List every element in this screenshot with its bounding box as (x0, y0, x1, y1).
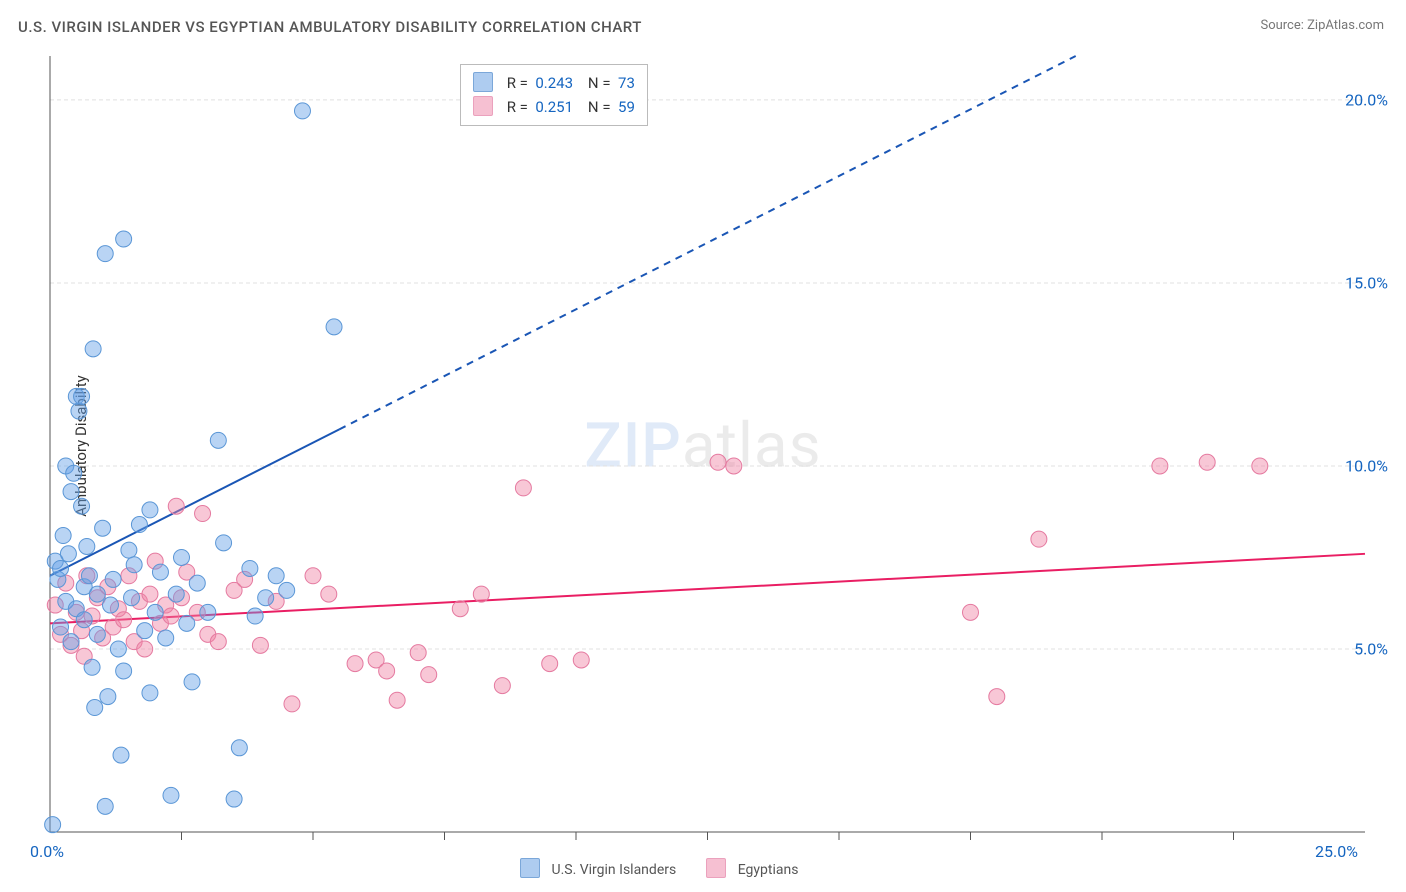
legend-item-blue: U.S. Virgin Islanders (520, 858, 676, 878)
plot-area (0, 0, 1406, 892)
stat-row-pink: R = 0.251 N = 59 (473, 95, 635, 119)
stat-legend-box: R = 0.243 N = 73 R = 0.251 N = 59 (460, 64, 648, 126)
stat-row-blue: R = 0.243 N = 73 (473, 71, 635, 95)
y-tick-label: 5.0% (1354, 639, 1388, 658)
stat-r-pink: 0.251 (535, 98, 573, 116)
bottom-legend: U.S. Virgin Islanders Egyptians (520, 858, 798, 878)
xmax-label: 25.0% (1315, 842, 1358, 861)
y-tick-label: 10.0% (1345, 456, 1388, 475)
origin-label: 0.0% (30, 842, 64, 861)
legend-swatch-pink-2 (706, 858, 726, 878)
stat-n-pink: 59 (618, 98, 635, 116)
legend-swatch-pink (473, 96, 493, 116)
stat-n-blue: 73 (618, 74, 635, 92)
legend-item-pink: Egyptians (706, 858, 798, 878)
legend-swatch-blue (473, 72, 493, 92)
legend-label-pink: Egyptians (738, 862, 799, 878)
y-tick-label: 20.0% (1345, 90, 1388, 109)
legend-label-blue: U.S. Virgin Islanders (551, 862, 676, 878)
stat-r-blue: 0.243 (535, 74, 573, 92)
chart-svg (0, 0, 1406, 892)
y-tick-label: 15.0% (1345, 273, 1388, 292)
legend-swatch-blue-2 (520, 858, 540, 878)
